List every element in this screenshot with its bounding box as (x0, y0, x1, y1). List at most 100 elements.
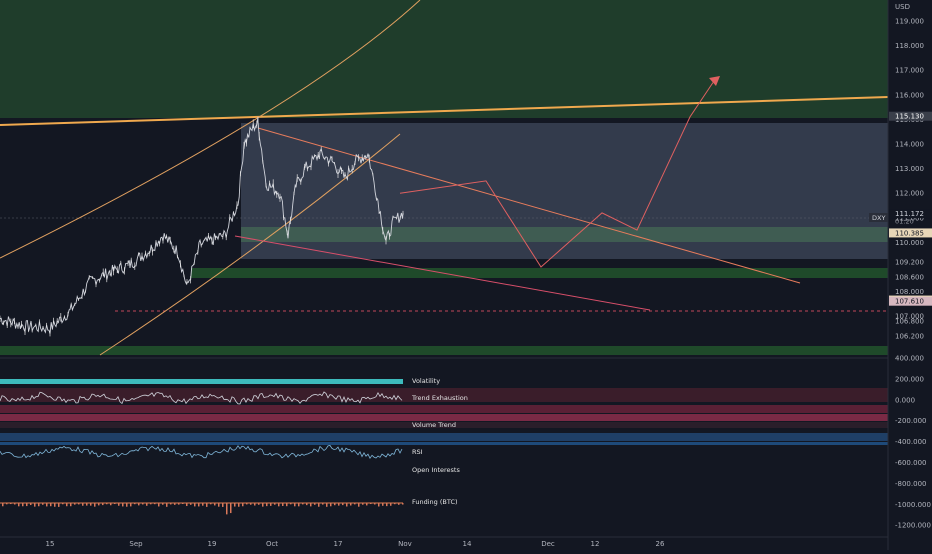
currency-label: USD (895, 3, 910, 11)
funding-bar (250, 503, 252, 505)
funding-bar (378, 503, 380, 507)
time-tick-label: 17 (334, 540, 343, 548)
time-tick-label: Dec (541, 540, 555, 548)
rsi-line (0, 445, 403, 459)
projected-path (399, 82, 714, 268)
funding-bar (274, 503, 276, 505)
indicator-label: Volatility (412, 377, 440, 385)
trend-band-red-top (0, 388, 888, 402)
volume-band-red (0, 414, 888, 421)
funding-bar (42, 503, 44, 505)
price-tick-label: 110.000 (895, 239, 924, 247)
funding-bar (214, 503, 216, 506)
price-label-text: 110.385 (895, 229, 924, 237)
funding-bar (218, 503, 220, 507)
funding-bar (138, 503, 140, 506)
funding-bar (6, 503, 8, 505)
funding-bar (370, 503, 372, 505)
funding-bar (170, 503, 172, 505)
symbol-tag-text: DXY (872, 214, 885, 222)
price-label-text: 115.130 (895, 113, 924, 121)
price-label-box (889, 228, 932, 238)
price-tick-label: 112.000 (895, 190, 924, 198)
funding-bar (362, 503, 364, 505)
drawings (0, 0, 889, 356)
zones (0, 0, 888, 355)
funding-bar (70, 503, 72, 507)
time-tick-label: Nov (398, 540, 412, 548)
funding-bar (30, 503, 32, 506)
price-series (0, 116, 404, 337)
indicator-labels: Volatility Trend Exhaustion Volume Trend RS… (411, 377, 468, 506)
symbol-tag-bg (869, 213, 888, 222)
indicator-label: Volume Trend (412, 421, 456, 429)
funding-bar (366, 503, 368, 506)
funding-bar (290, 503, 292, 505)
time-tick-label: 12 (591, 540, 600, 548)
funding-bars (2, 503, 404, 515)
funding-bar (394, 503, 396, 505)
funding-bar (58, 503, 60, 507)
funding-bar (126, 503, 128, 507)
funding-bar (206, 503, 208, 507)
price-tick-label: 106.200 (895, 332, 924, 340)
indicator-tick-label: 0.000 (895, 396, 915, 404)
funding-bar (306, 503, 308, 506)
price-axis[interactable]: USD (887, 0, 932, 550)
indicator-ticks: 400.000 200.000 0.000 -200.000 -400.000 -600.… (895, 355, 931, 530)
funding-bar (146, 503, 148, 506)
funding-bar (338, 503, 340, 506)
funding-bar (222, 503, 224, 507)
funding-bar (190, 503, 192, 505)
funding-bar (142, 503, 144, 505)
funding-bar (174, 503, 176, 505)
funding-bar (346, 503, 348, 507)
funding-bar (358, 503, 360, 507)
price-label-text: 107.610 (895, 298, 924, 306)
time-tick-label: 14 (463, 540, 472, 548)
funding-bar (102, 503, 104, 506)
funding-bar (226, 503, 228, 515)
funding-bar (110, 503, 112, 506)
support-zone-mid (241, 227, 888, 242)
funding-bar (314, 503, 316, 505)
indicator-tick-label: 400.000 (895, 355, 924, 363)
funding-bar (374, 503, 376, 505)
funding-bar (282, 503, 284, 506)
indicator-tick-label: -200.000 (895, 417, 926, 425)
price-tick-label: 114.000 (895, 141, 924, 149)
funding-bar (382, 503, 384, 506)
funding-bar (210, 503, 212, 505)
time-tick-label: Oct (266, 540, 278, 548)
funding-bar (22, 503, 24, 507)
funding-bar (34, 503, 36, 507)
support-zone-lower (191, 268, 888, 278)
funding-bar (278, 503, 280, 507)
indicator-tick-label: 200.000 (895, 375, 924, 383)
funding-bar (118, 503, 120, 506)
funding-bar (350, 503, 352, 506)
funding-bar (238, 503, 240, 507)
funding-bar (194, 503, 196, 507)
orange-arc-curve (0, 0, 421, 259)
funding-bar (86, 503, 88, 506)
symbol-tag: DXY (869, 213, 888, 222)
projected-arrow-head (709, 76, 720, 86)
funding-bar (310, 503, 312, 507)
funding-bar (182, 503, 184, 505)
price-axis-bg (888, 0, 932, 550)
indicator-tick-label: -600.000 (895, 459, 926, 467)
countdown-label: 01:20 (895, 218, 914, 226)
price-tick-label: 108.600 (895, 273, 924, 281)
funding-bar (270, 503, 272, 506)
time-tick-label: 26 (656, 540, 665, 548)
price-tick-label: 109.200 (895, 259, 924, 267)
trend-exhaustion-line (0, 391, 403, 405)
indicator-label: Open Interests (412, 466, 460, 474)
funding-bar (130, 503, 132, 507)
price-label-box (889, 296, 932, 306)
indicator-pane: Volatility Trend Exhaustion Volume Trend RS… (0, 357, 932, 515)
funding-bar (286, 503, 288, 507)
price-tick-label: 108.000 (895, 288, 924, 296)
